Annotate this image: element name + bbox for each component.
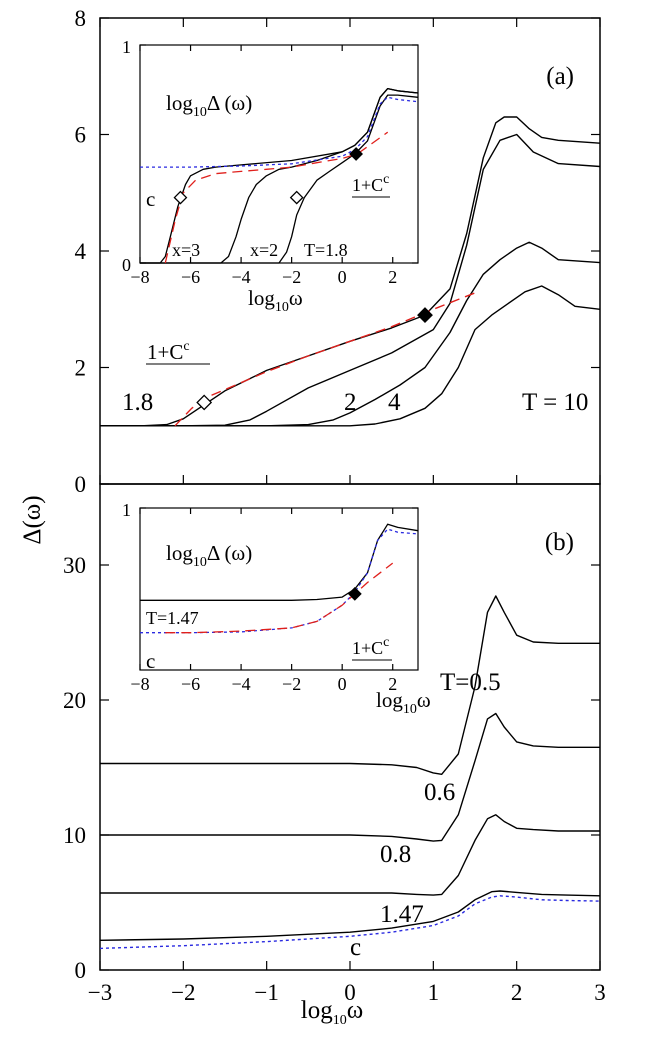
panel-b-inset-xtick-label-1: −6	[181, 674, 200, 694]
panel-b-xtick-label-1: −2	[171, 980, 195, 1005]
panel-b-inset-ylabel: log10Δ (ω)	[166, 541, 252, 570]
panel-a-inset-frame	[139, 44, 419, 264]
panel-a-inset-series	[140, 87, 419, 264]
panel-b-inset-frame	[139, 507, 419, 671]
panel-a-inset-label-1pcc: 1+Cc	[352, 172, 390, 198]
panel-a-inset: −8 −6 −4 −2 0 2 0 1 log10Δ (ω) log10ω c x=3 x=2…	[122, 37, 419, 315]
panel-b-ytick-label-3: 30	[63, 553, 86, 578]
panel-a-inset-marker-0	[173, 190, 188, 205]
x-axis-label: log10ω	[301, 997, 363, 1028]
panel-a-ytick-label-0: 0	[75, 472, 87, 497]
panel-a-marker-0	[196, 394, 213, 411]
panel-b-inset-ticks: −8 −6 −4 −2 0 2 1	[122, 500, 418, 694]
panel-b-label-t147: 1.47	[380, 901, 424, 928]
panel-a-label-t4: 4	[388, 389, 401, 416]
panel-b-ytick-label-0: 0	[75, 958, 87, 983]
panel-b-xtick-label-3: 0	[344, 980, 356, 1005]
panel-b-inset-ytick-label-0: 1	[122, 500, 131, 520]
panel-a-inset-marker-1	[289, 190, 304, 205]
panel-a-label-1pcc: 1+Cc	[146, 339, 210, 365]
panel-b-inset-marker-0	[347, 586, 362, 601]
panel-b-inset-xtick-label-2: −4	[232, 674, 251, 694]
panel-a-inset-ticks: −8 −6 −4 −2 0 2 0 1	[122, 37, 418, 287]
panel-a-label-t10: T = 10	[522, 389, 588, 416]
panel-b-ytick-label-1: 10	[63, 823, 86, 848]
panel-a-series	[100, 116, 601, 427]
panel-a-inset-series-4-line	[164, 131, 389, 264]
panel-b-label-c: c	[350, 934, 361, 961]
svg-text:1+Cc: 1+Cc	[352, 172, 389, 195]
panel-a-ytick-label-1: 2	[75, 356, 87, 381]
panel-a-inset-ytick-label-0: 0	[122, 255, 131, 275]
panel-b-series-4-line	[99, 895, 601, 950]
panel-b-xtick-label-4: 1	[428, 980, 440, 1005]
panel-a-series-0-line	[100, 116, 601, 427]
panel-a-label-t2: 2	[344, 389, 357, 416]
panel-a-ytick-label-2: 4	[75, 239, 87, 264]
panel-b-inset-xtick-label-4: 0	[338, 674, 347, 694]
panel-b-series	[99, 595, 601, 950]
panel-a-inset-marker-2	[349, 147, 364, 161]
panel-a-inset-xlabel: log10ω	[248, 286, 303, 315]
panel-b-series-3-line	[99, 890, 601, 941]
panel-b-series-0-line	[100, 595, 600, 775]
panel-a-label-t18: 1.8	[122, 389, 153, 416]
panel-b-inset-label-1pcc: 1+Cc	[352, 635, 392, 661]
panel-b-inset-xlabel: log10ω	[376, 688, 431, 717]
svg-text:1+Cc: 1+Cc	[147, 339, 190, 364]
panel-a-marker-1	[417, 307, 433, 323]
panel-b-inset-xtick-label-5: 2	[388, 674, 397, 694]
panel-b-inset-series-2-line	[165, 562, 394, 634]
panel-b-xtick-label-6: 3	[594, 980, 606, 1005]
panel-a-inset-label-x2: x=2	[250, 240, 278, 260]
panel-a-inset-label-c: c	[146, 187, 155, 211]
panel-a-inset-xtick-label-4: 0	[338, 267, 347, 287]
panel-a-series-2-line	[100, 241, 601, 427]
panel-b-label-t05: T=0.5	[440, 669, 501, 696]
panel-a-inset-xtick-label-2: −4	[232, 267, 251, 287]
panel-b-series-2-line	[100, 814, 600, 896]
panel-b-label-t06: 0.6	[424, 779, 455, 806]
panel-b-xtick-label-5: 2	[511, 980, 523, 1005]
panel-a-inset-label-x3: x=3	[172, 240, 200, 260]
panel-a-series-3-line	[100, 285, 601, 427]
panel-b-label: (b)	[545, 529, 574, 556]
panel-a-inset-xtick-label-0: −8	[130, 267, 149, 287]
panel-b-series-1-line	[100, 712, 600, 842]
panel-b-inset-xtick-label-0: −8	[130, 674, 149, 694]
panel-a-inset-xtick-label-5: 2	[388, 267, 397, 287]
panel-a-inset-xtick-label-1: −6	[181, 267, 200, 287]
panel-a-label: (a)	[546, 63, 574, 90]
panel-a-inset-ylabel: log10Δ (ω)	[166, 91, 252, 120]
panel-a-inset-label-t18: T=1.8	[304, 240, 348, 260]
panel-b-inset-label-c: c	[146, 649, 155, 673]
svg-text:1+Cc: 1+Cc	[352, 635, 389, 658]
panel-b-inset-xtick-label-3: −2	[282, 674, 301, 694]
panel-b-inset: −8 −6 −4 −2 0 2 1 log10Δ (ω) log10ω T=1.47 c 1…	[122, 500, 431, 717]
panel-a-ytick-label-4: 8	[75, 6, 87, 31]
panel-a-inset-xtick-label-3: −2	[282, 267, 301, 287]
panel-b-xtick-label-2: −1	[254, 980, 278, 1005]
y-axis-label: Δ(ω)	[19, 495, 46, 544]
panel-b-xtick-label-0: −3	[88, 980, 112, 1005]
panel-a-inset-ytick-label-1: 1	[122, 37, 131, 57]
panel-b-inset-series	[140, 523, 419, 634]
panel-b-inset-label-t147: T=1.47	[146, 608, 199, 628]
panel-a-plot: 0 2 4 6 8 (a) 1.8 2 4 T = 10 1+Cc −8 −6 −4 −2 0 2…	[75, 6, 601, 497]
panel-a-ytick-label-3: 6	[75, 123, 87, 148]
panel-b-label-t08: 0.8	[380, 841, 411, 868]
panel-b-inset-series-1-line	[140, 528, 419, 634]
panel-b-ytick-label-2: 20	[63, 688, 86, 713]
